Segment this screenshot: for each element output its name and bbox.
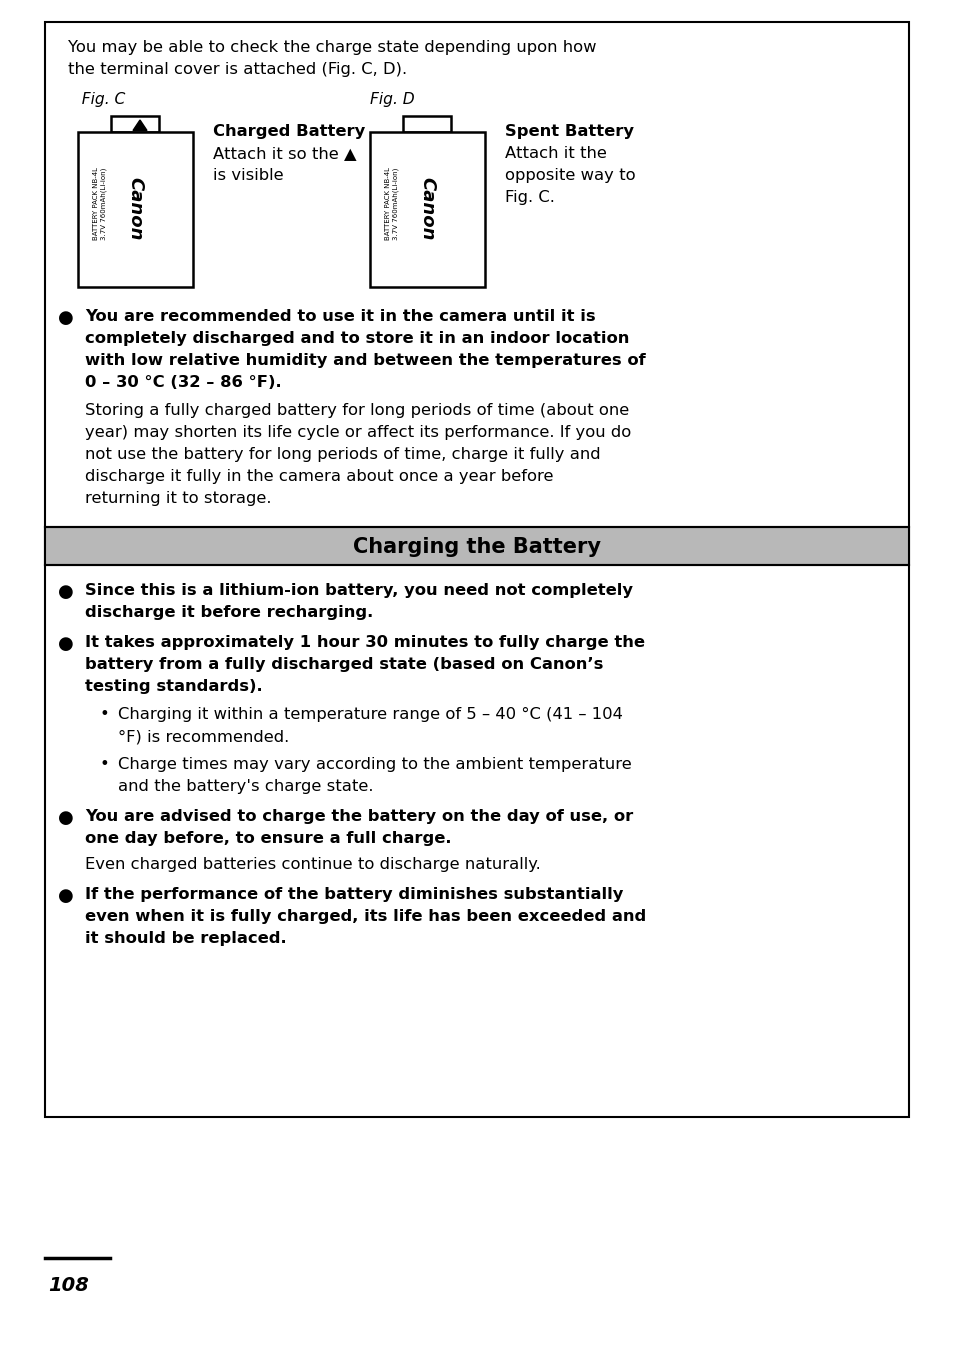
Text: 0 – 30 °C (32 – 86 °F).: 0 – 30 °C (32 – 86 °F). bbox=[85, 375, 281, 390]
Text: Storing a fully charged battery for long periods of time (about one: Storing a fully charged battery for long… bbox=[85, 404, 629, 418]
Text: It takes approximately 1 hour 30 minutes to fully charge the: It takes approximately 1 hour 30 minutes… bbox=[85, 635, 644, 650]
Text: year) may shorten its life cycle or affect its performance. If you do: year) may shorten its life cycle or affe… bbox=[85, 425, 631, 440]
Text: Canon: Canon bbox=[126, 178, 144, 241]
Text: ●: ● bbox=[58, 886, 73, 905]
Text: ●: ● bbox=[58, 808, 73, 827]
Bar bbox=[370, 132, 484, 286]
Text: and the battery's charge state.: and the battery's charge state. bbox=[118, 779, 374, 794]
Text: BATTERY PACK NB-4L
3.7V 760mAh(Li-ion): BATTERY PACK NB-4L 3.7V 760mAh(Li-ion) bbox=[385, 168, 398, 241]
Bar bbox=[111, 116, 159, 132]
Text: Charge times may vary according to the ambient temperature: Charge times may vary according to the a… bbox=[118, 757, 631, 772]
Text: discharge it before recharging.: discharge it before recharging. bbox=[85, 605, 373, 620]
Text: Attach it the: Attach it the bbox=[504, 147, 606, 161]
Text: 108: 108 bbox=[48, 1276, 89, 1295]
Text: even when it is fully charged, its life has been exceeded and: even when it is fully charged, its life … bbox=[85, 909, 645, 924]
Text: one day before, to ensure a full charge.: one day before, to ensure a full charge. bbox=[85, 831, 451, 846]
Text: returning it to storage.: returning it to storage. bbox=[85, 491, 272, 506]
Text: ●: ● bbox=[58, 309, 73, 327]
Text: Spent Battery: Spent Battery bbox=[504, 124, 634, 139]
Text: Charged Battery: Charged Battery bbox=[213, 124, 365, 139]
Text: Canon: Canon bbox=[417, 178, 436, 241]
Text: You are recommended to use it in the camera until it is: You are recommended to use it in the cam… bbox=[85, 309, 595, 324]
Text: You are advised to charge the battery on the day of use, or: You are advised to charge the battery on… bbox=[85, 808, 633, 824]
Text: it should be replaced.: it should be replaced. bbox=[85, 931, 286, 946]
Text: •: • bbox=[100, 707, 110, 722]
Text: the terminal cover is attached (Fig. C, D).: the terminal cover is attached (Fig. C, … bbox=[68, 62, 407, 77]
Bar bbox=[78, 132, 193, 286]
Text: completely discharged and to store it in an indoor location: completely discharged and to store it in… bbox=[85, 331, 629, 346]
Text: •: • bbox=[100, 757, 110, 772]
Text: You may be able to check the charge state depending upon how: You may be able to check the charge stat… bbox=[68, 40, 596, 55]
Text: Fig. D: Fig. D bbox=[370, 91, 415, 108]
Text: testing standards).: testing standards). bbox=[85, 679, 262, 694]
Text: Fig. C.: Fig. C. bbox=[504, 190, 555, 204]
Bar bbox=[45, 22, 908, 1116]
Text: If the performance of the battery diminishes substantially: If the performance of the battery dimini… bbox=[85, 886, 622, 902]
Text: BATTERY PACK NB-4L
3.7V 760mAh(Li-ion): BATTERY PACK NB-4L 3.7V 760mAh(Li-ion) bbox=[93, 168, 107, 241]
Text: ●: ● bbox=[58, 635, 73, 654]
Text: opposite way to: opposite way to bbox=[504, 168, 635, 183]
Text: is visible: is visible bbox=[213, 168, 283, 183]
Bar bbox=[402, 116, 451, 132]
Text: Since this is a lithium-ion battery, you need not completely: Since this is a lithium-ion battery, you… bbox=[85, 582, 633, 599]
Text: not use the battery for long periods of time, charge it fully and: not use the battery for long periods of … bbox=[85, 447, 600, 461]
Text: Even charged batteries continue to discharge naturally.: Even charged batteries continue to disch… bbox=[85, 857, 540, 872]
Text: discharge it fully in the camera about once a year before: discharge it fully in the camera about o… bbox=[85, 469, 553, 484]
Text: battery from a fully discharged state (based on Canon’s: battery from a fully discharged state (b… bbox=[85, 656, 602, 672]
Text: Fig. C: Fig. C bbox=[71, 91, 125, 108]
Polygon shape bbox=[132, 120, 147, 130]
Text: Charging the Battery: Charging the Battery bbox=[353, 537, 600, 557]
Bar bbox=[45, 527, 908, 565]
Text: °F) is recommended.: °F) is recommended. bbox=[118, 729, 289, 744]
Text: Attach it so the ▲: Attach it so the ▲ bbox=[213, 147, 356, 161]
Text: with low relative humidity and between the temperatures of: with low relative humidity and between t… bbox=[85, 352, 645, 369]
Text: ●: ● bbox=[58, 582, 73, 601]
Text: Charging it within a temperature range of 5 – 40 °C (41 – 104: Charging it within a temperature range o… bbox=[118, 707, 622, 722]
